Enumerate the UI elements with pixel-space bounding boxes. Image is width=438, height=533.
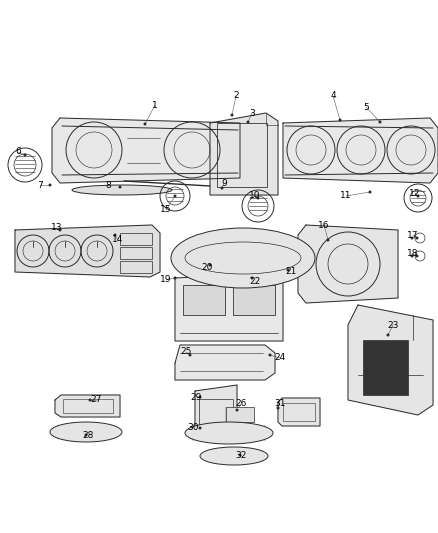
Bar <box>120 261 152 273</box>
Circle shape <box>85 433 88 437</box>
Polygon shape <box>283 118 438 183</box>
Bar <box>283 403 315 421</box>
Text: 17: 17 <box>407 230 419 239</box>
Text: 32: 32 <box>235 450 247 459</box>
Circle shape <box>416 254 418 257</box>
Text: 22: 22 <box>249 278 261 287</box>
Bar <box>183 285 225 315</box>
Polygon shape <box>55 395 120 417</box>
Text: 3: 3 <box>249 109 255 117</box>
Circle shape <box>416 237 418 239</box>
Text: 30: 30 <box>187 423 199 432</box>
Circle shape <box>339 118 342 122</box>
Polygon shape <box>210 113 278 195</box>
Bar <box>199 399 233 431</box>
Text: 14: 14 <box>112 236 124 245</box>
Ellipse shape <box>171 228 315 288</box>
Circle shape <box>378 120 381 124</box>
Circle shape <box>368 190 371 193</box>
Bar <box>233 285 275 315</box>
Text: 19: 19 <box>160 276 172 285</box>
Text: 31: 31 <box>274 399 286 408</box>
Circle shape <box>173 277 177 279</box>
Circle shape <box>286 269 290 271</box>
Polygon shape <box>348 305 433 415</box>
Ellipse shape <box>50 422 122 442</box>
Circle shape <box>410 237 413 239</box>
Text: 16: 16 <box>318 221 330 230</box>
Circle shape <box>326 238 329 241</box>
Circle shape <box>417 195 420 198</box>
Text: 25: 25 <box>180 348 192 357</box>
Text: 26: 26 <box>235 400 247 408</box>
Circle shape <box>208 263 212 266</box>
Text: 4: 4 <box>330 92 336 101</box>
Text: 21: 21 <box>285 268 297 277</box>
Circle shape <box>119 185 121 189</box>
Circle shape <box>239 454 241 456</box>
Text: 20: 20 <box>201 263 213 272</box>
Text: 11: 11 <box>340 191 352 200</box>
Circle shape <box>198 426 201 430</box>
Circle shape <box>386 334 389 336</box>
Circle shape <box>236 408 239 411</box>
Text: 24: 24 <box>274 353 286 362</box>
Bar <box>217 123 267 187</box>
Bar <box>120 247 152 259</box>
Text: 5: 5 <box>363 102 369 111</box>
Text: 28: 28 <box>82 431 94 440</box>
Circle shape <box>230 114 233 117</box>
Circle shape <box>59 229 61 231</box>
Ellipse shape <box>185 422 273 444</box>
Polygon shape <box>15 225 160 277</box>
Polygon shape <box>52 118 240 183</box>
Text: 23: 23 <box>387 320 399 329</box>
Text: 29: 29 <box>191 392 201 401</box>
Polygon shape <box>278 398 320 426</box>
Text: 8: 8 <box>105 181 111 190</box>
Circle shape <box>49 183 52 187</box>
Polygon shape <box>195 385 237 435</box>
Text: 18: 18 <box>407 249 419 259</box>
Text: 15: 15 <box>160 206 172 214</box>
Text: 6: 6 <box>15 148 21 157</box>
Circle shape <box>410 254 413 257</box>
Text: 27: 27 <box>90 395 102 405</box>
Text: 7: 7 <box>37 181 43 190</box>
Circle shape <box>173 195 177 198</box>
Bar <box>363 340 408 395</box>
Bar <box>120 233 152 245</box>
Polygon shape <box>175 345 275 380</box>
Circle shape <box>88 399 92 401</box>
Bar <box>63 399 113 413</box>
Circle shape <box>24 154 27 157</box>
Circle shape <box>144 123 146 125</box>
Circle shape <box>247 120 250 124</box>
Circle shape <box>113 233 117 237</box>
Text: 9: 9 <box>221 179 227 188</box>
Text: 10: 10 <box>249 191 261 200</box>
Text: 2: 2 <box>233 92 239 101</box>
Circle shape <box>276 407 279 409</box>
Bar <box>226 407 254 422</box>
Text: 13: 13 <box>51 223 63 232</box>
Circle shape <box>257 197 259 199</box>
Polygon shape <box>175 273 283 341</box>
Circle shape <box>268 353 272 357</box>
Ellipse shape <box>72 185 172 195</box>
Circle shape <box>251 277 254 279</box>
Circle shape <box>220 187 223 190</box>
Polygon shape <box>298 225 398 303</box>
Ellipse shape <box>200 447 268 465</box>
Text: 1: 1 <box>152 101 158 109</box>
Circle shape <box>198 395 201 399</box>
Circle shape <box>188 353 191 357</box>
Text: 12: 12 <box>410 189 420 198</box>
